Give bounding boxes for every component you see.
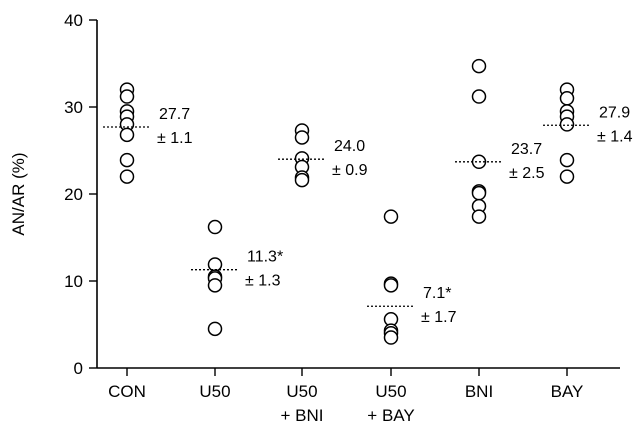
sem-label: ± 1.7 — [421, 309, 457, 326]
x-tick-label: BAY — [551, 382, 584, 401]
y-axis-label: AN/AR (%) — [9, 152, 28, 235]
data-point — [294, 172, 310, 188]
y-tick-label: 20 — [64, 185, 83, 204]
data-point — [471, 209, 487, 224]
data-point — [559, 117, 575, 132]
data-point — [119, 152, 135, 168]
sem-label: ± 1.1 — [157, 130, 193, 147]
data-point — [207, 219, 223, 235]
sem-label: ± 1.3 — [245, 273, 281, 290]
mean-label: 11.3* — [247, 249, 283, 266]
data-point — [119, 89, 135, 104]
data-point — [294, 130, 310, 145]
sem-label: ± 1.4 — [597, 128, 633, 145]
x-tick-label: U50 — [286, 382, 317, 401]
y-tick-label: 30 — [64, 98, 83, 117]
sem-label: ± 2.5 — [509, 165, 545, 182]
mean-label: 24.0 — [334, 138, 365, 155]
data-point — [207, 257, 223, 272]
data-point — [559, 169, 575, 184]
mean-label: 27.9 — [599, 104, 630, 121]
data-point — [383, 330, 399, 345]
data-point — [119, 169, 135, 184]
data-point — [383, 209, 399, 224]
x-tick-label: U50 — [199, 382, 230, 401]
data-point — [471, 58, 487, 74]
chart-labels: 0 10 20 30 40 AN/AR (%) CON 27.7 ± 1.1 U50 11.3* ± … — [9, 11, 633, 425]
data-point — [207, 278, 223, 293]
data-point — [207, 321, 223, 337]
axes — [89, 19, 620, 376]
data-point — [559, 152, 575, 168]
data-marks — [103, 58, 591, 345]
data-point — [471, 185, 487, 201]
x-tick-label: + BNI — [281, 406, 324, 425]
mean-label: 23.7 — [511, 141, 542, 158]
x-tick-label: BNI — [465, 382, 493, 401]
x-tick-label: + BAY — [367, 406, 414, 425]
y-tick-label: 10 — [64, 272, 83, 291]
mean-label: 27.7 — [159, 106, 190, 123]
mean-label: 7.1* — [423, 285, 451, 302]
x-tick-label: U50 — [375, 382, 406, 401]
data-point — [383, 278, 399, 293]
data-point — [559, 91, 575, 106]
y-tick-label: 40 — [64, 11, 83, 30]
data-point — [471, 89, 487, 104]
data-point — [119, 127, 135, 143]
sem-label: ± 0.9 — [332, 162, 368, 179]
x-tick-label: CON — [108, 382, 146, 401]
y-tick-label: 0 — [74, 359, 83, 378]
